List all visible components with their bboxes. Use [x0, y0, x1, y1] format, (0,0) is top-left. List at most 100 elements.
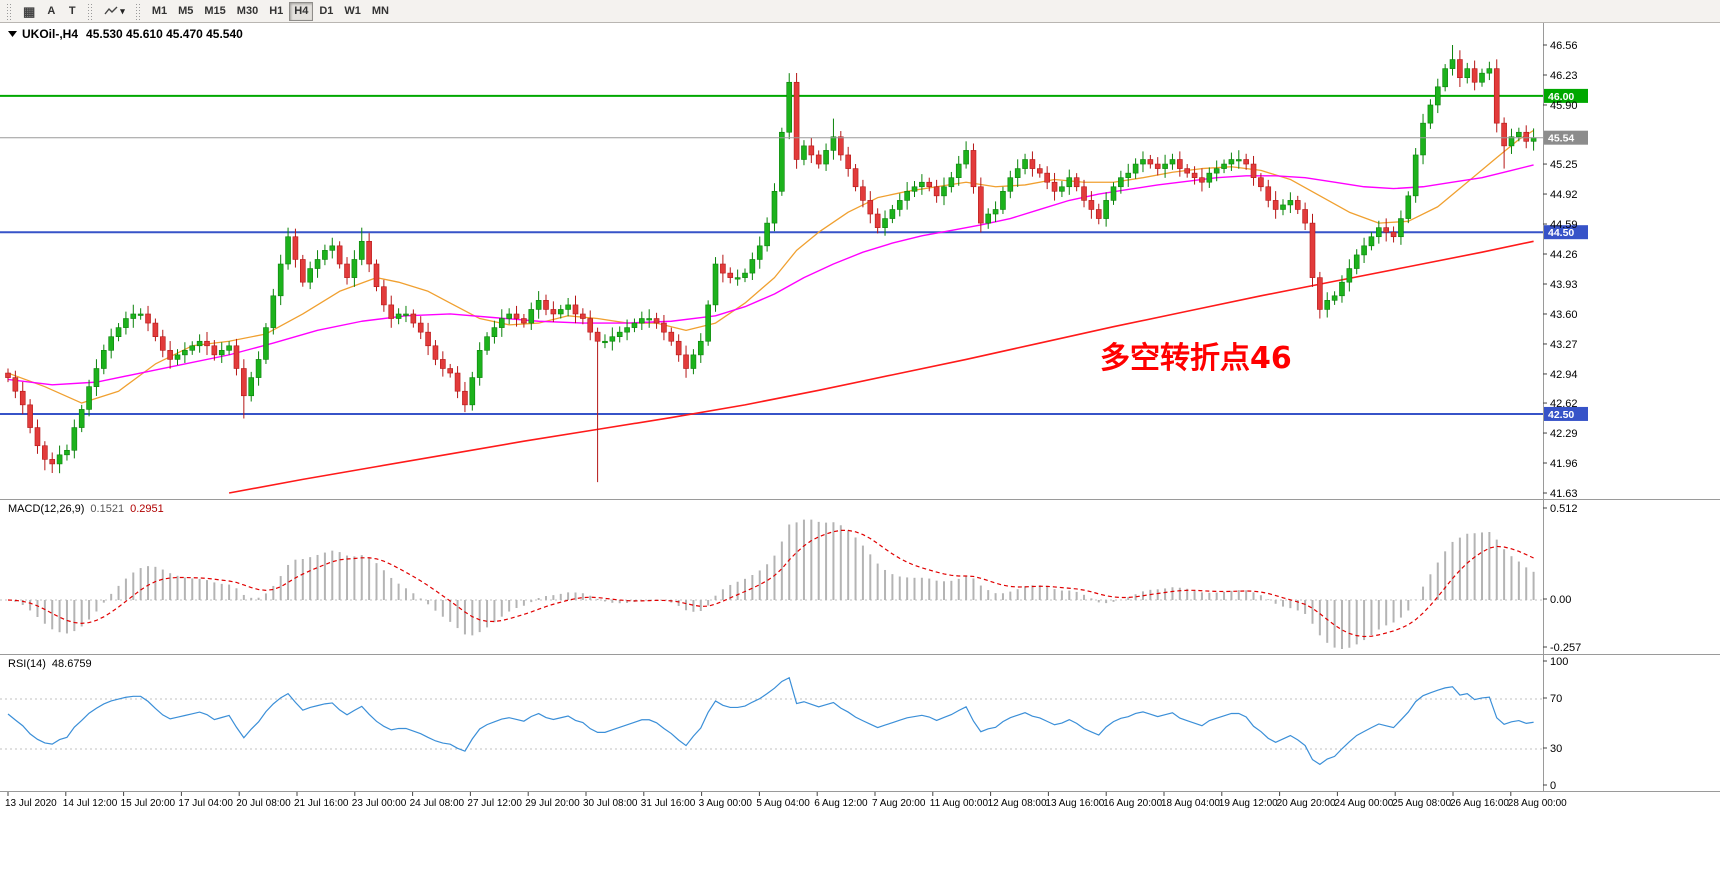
collapse-arrow-icon[interactable] — [8, 31, 17, 37]
candle-body — [1221, 163, 1227, 169]
candle-body — [1191, 172, 1198, 178]
candle-body — [764, 222, 770, 247]
time-axis-label: 29 Jul 20:00 — [525, 798, 580, 809]
candle-body — [970, 150, 977, 188]
price-axis-label: 42.29 — [1550, 428, 1578, 440]
candle-body — [1398, 218, 1404, 238]
candle-body — [1177, 159, 1183, 169]
candle-body — [1302, 209, 1308, 224]
timeframe-button-h1[interactable]: H1 — [269, 5, 284, 17]
candle-body — [955, 163, 962, 178]
price-axis-label: 46.56 — [1550, 40, 1578, 52]
candle-body — [1272, 200, 1279, 210]
annotation-text[interactable]: 多空转折点46 — [1100, 341, 1292, 376]
candle-body — [1213, 168, 1220, 174]
candle-body — [786, 81, 793, 133]
candle-body — [712, 263, 719, 306]
candle-body — [720, 263, 726, 274]
candle-body — [1331, 295, 1338, 301]
candle-body — [1294, 200, 1301, 210]
grid-tool-button[interactable]: ▦ — [18, 2, 40, 21]
candle-body — [845, 154, 851, 169]
candle-body — [727, 272, 734, 278]
ma-fast-orange — [7, 129, 1534, 404]
candle-body — [218, 350, 225, 356]
drawing-tool-button[interactable]: ▾ — [99, 2, 130, 21]
candle-body — [123, 318, 129, 328]
text-a-tool-button[interactable]: A — [47, 5, 56, 17]
time-axis-label: 25 Aug 08:00 — [1392, 798, 1451, 809]
macd-signal-value: 0.2951 — [130, 503, 164, 515]
timeframe-button-w1[interactable]: W1 — [344, 5, 361, 17]
candle-body — [425, 331, 431, 347]
candle-body — [941, 186, 947, 197]
toolbar-grip[interactable] — [87, 2, 95, 20]
candle-body — [491, 327, 498, 337]
toolbar-grip[interactable] — [6, 2, 13, 20]
candle-body — [1243, 159, 1249, 165]
timeframe-toolbar: M1 M5 M15 M30 H1 H4 D1 W1 MN — [147, 1, 394, 21]
candle-body — [749, 259, 756, 274]
rsi-panel: 100 70 30 0 — [0, 656, 1568, 792]
text-t-tool-button[interactable]: T — [68, 5, 76, 17]
candle-body — [1346, 268, 1353, 283]
rsi-axis-label: 30 — [1550, 743, 1562, 755]
time-axis-label: 24 Jul 08:00 — [410, 798, 465, 809]
ma-slow-red — [228, 240, 1534, 494]
candle-body — [196, 340, 203, 347]
candle-body — [852, 168, 859, 188]
candle-body — [314, 259, 321, 269]
candle-body — [1420, 122, 1426, 156]
toolbar-grip[interactable] — [134, 2, 142, 20]
candle-body — [476, 350, 483, 378]
candle-body — [417, 322, 424, 333]
candle-body — [189, 345, 196, 351]
candle-body — [1324, 300, 1331, 310]
candle-body — [1000, 191, 1006, 210]
candle-body — [1493, 68, 1500, 124]
time-axis-label: 19 Aug 12:00 — [1219, 798, 1278, 809]
price-axis-label: 44.92 — [1550, 189, 1578, 201]
timeframe-button-h4[interactable]: H4 — [289, 1, 314, 21]
candle-body — [639, 318, 645, 324]
candle-body — [1280, 204, 1286, 210]
time-axis-label: 31 Jul 16:00 — [641, 798, 696, 809]
rsi-axis-label: 70 — [1550, 693, 1562, 705]
timeframe-button-m30[interactable]: M30 — [236, 5, 259, 17]
candle-body — [1088, 200, 1095, 210]
timeframe-button-d1[interactable]: D1 — [319, 5, 334, 17]
candle-body — [771, 191, 778, 224]
rsi-label: RSI(14) 48.6759 — [8, 658, 92, 670]
timeframe-button-m1[interactable]: M1 — [151, 5, 168, 17]
timeframe-button-m15[interactable]: M15 — [204, 5, 226, 17]
time-axis-label: 28 Aug 00:00 — [1508, 798, 1567, 809]
candle-body — [351, 259, 358, 278]
horizontal-level-lines[interactable]: 46.00 44.50 42.50 — [0, 88, 1588, 421]
level-price-tag — [1544, 406, 1588, 421]
candle-body — [594, 331, 601, 342]
candle-body — [1081, 186, 1087, 201]
candle-body — [263, 327, 269, 360]
candle-body — [889, 209, 896, 219]
dropdown-arrow-icon: ▾ — [120, 5, 125, 16]
timeframe-button-m5[interactable]: M5 — [178, 5, 194, 17]
candle-body — [911, 186, 918, 192]
candle-body — [344, 263, 350, 278]
candle-body — [1516, 131, 1522, 138]
toolbar: ▦ A T ▾ M1 M5 M15 M30 H1 H4 D1 W1 MN — [0, 0, 1720, 23]
candle-body — [1184, 168, 1190, 174]
candle-body — [159, 336, 166, 351]
candle-body — [1103, 200, 1109, 219]
price-axis-label: 45.90 — [1550, 100, 1578, 112]
timeframe-button-mn[interactable]: MN — [371, 5, 389, 17]
candle-body — [742, 272, 748, 278]
candle-body — [1125, 172, 1132, 178]
candle-body — [992, 209, 999, 215]
candle-body — [1317, 277, 1323, 310]
candle-body — [64, 449, 70, 456]
candle-body — [462, 390, 468, 406]
rsi-axis-label: 100 — [1550, 656, 1568, 668]
candle-body — [616, 331, 623, 337]
candle-body — [557, 309, 564, 315]
